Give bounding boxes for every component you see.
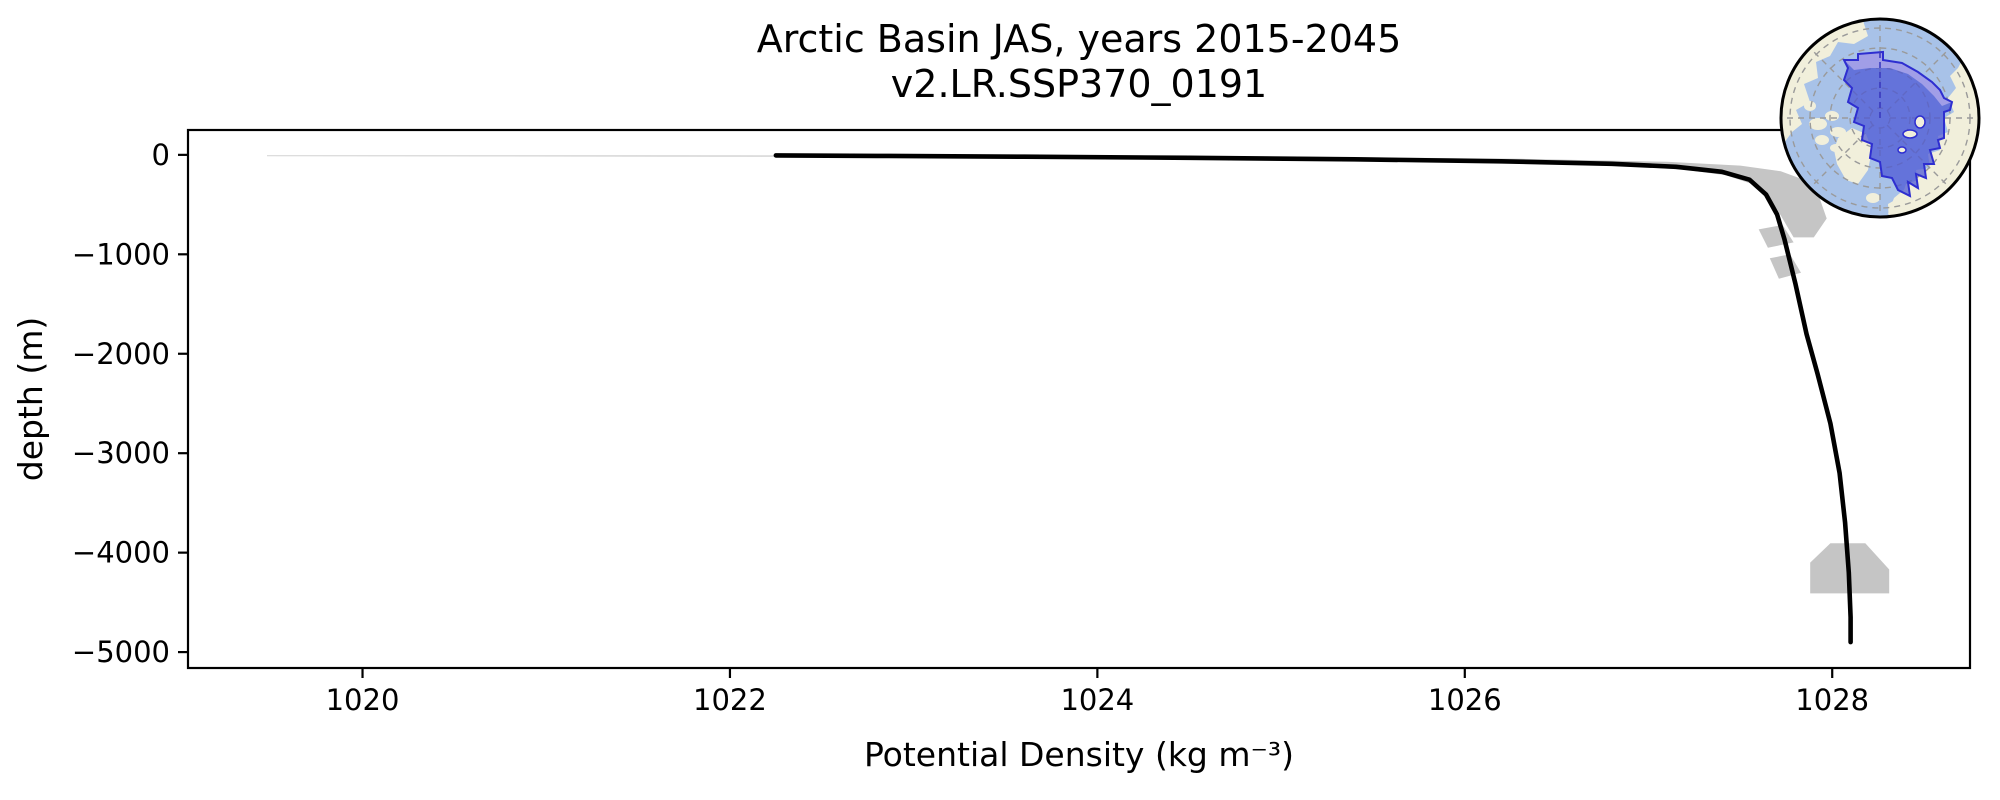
- map-border: [1779, 17, 1981, 219]
- x-tick-label: 1026: [1428, 683, 1502, 717]
- y-axis: 0 −1000 −2000 −3000 −4000 −5000: [72, 138, 188, 669]
- y-tick-label: −5000: [72, 635, 170, 669]
- y-tick-label: −1000: [72, 237, 170, 271]
- map-region-arctic-basin: [1844, 52, 1952, 196]
- mean-profile-line: [773, 153, 1853, 645]
- x-axis: 1020 1022 1024 1026 1028: [326, 668, 1869, 717]
- plot-area: [186, 128, 1972, 670]
- map-region-outline: [1842, 50, 1954, 198]
- spread-shading: [267, 154, 1890, 594]
- y-tick-label: −3000: [72, 436, 170, 470]
- map-island: [1866, 193, 1880, 203]
- map-island: [1815, 135, 1829, 145]
- map-island: [1902, 129, 1918, 139]
- chart-subtitle: v2.LR.SSP370_0191: [891, 62, 1267, 106]
- y-tick-label: −4000: [72, 536, 170, 570]
- map-land-greenland: [1834, 128, 1872, 184]
- map-island: [1825, 111, 1839, 121]
- inset-map: [1779, 17, 1981, 219]
- x-axis-label: Potential Density (kg m⁻³): [864, 735, 1294, 774]
- x-tick-label: 1024: [1060, 683, 1134, 717]
- y-tick-label: −2000: [72, 337, 170, 371]
- map-region-light-band: [1844, 52, 1952, 106]
- x-tick-label: 1022: [693, 683, 767, 717]
- map-island: [1914, 115, 1926, 129]
- spread-surface-sliver: [267, 155, 789, 157]
- map-island: [1845, 138, 1855, 146]
- chart-title: Arctic Basin JAS, years 2015-2045: [757, 17, 1402, 61]
- map-island: [1804, 101, 1816, 111]
- x-tick-label: 1028: [1795, 683, 1869, 717]
- map-island: [1809, 118, 1827, 130]
- map-island: [1830, 127, 1846, 137]
- y-tick-label: 0: [152, 138, 170, 172]
- y-axis-label: depth (m): [11, 317, 50, 481]
- x-tick-label: 1020: [326, 683, 400, 717]
- map-island: [1897, 146, 1907, 154]
- spread-blob: [1769, 254, 1801, 279]
